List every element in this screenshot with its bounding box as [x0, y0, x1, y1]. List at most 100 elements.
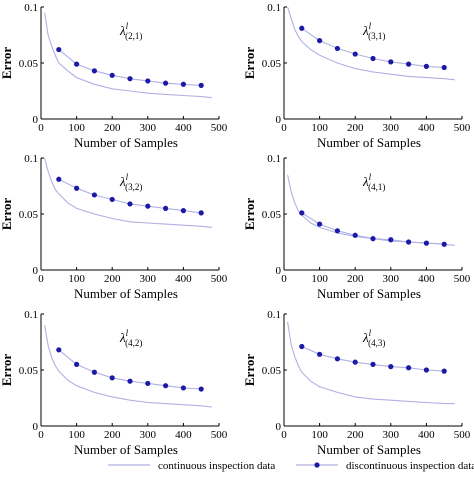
data-point-discontinuous: [74, 185, 80, 191]
x-tick-label: 0: [281, 429, 287, 441]
legend: continuous inspection data discontinuous…: [108, 460, 474, 472]
x-tick-label: 300: [383, 122, 400, 134]
legend-marker-discontinuous: [314, 462, 320, 468]
x-axis-label: Number of Samples: [317, 135, 421, 150]
series-line-continuous: [44, 157, 212, 228]
panel-title: λl (4,2): [119, 328, 142, 348]
data-point-discontinuous: [145, 380, 151, 387]
data-point-discontinuous: [317, 221, 323, 227]
data-point-discontinuous: [441, 368, 447, 374]
series-line-continuous: [287, 6, 455, 81]
data-point-discontinuous: [180, 208, 186, 214]
data-point-discontinuous: [109, 196, 115, 203]
data-point-discontinuous: [299, 210, 305, 216]
y-tick-label: 0: [276, 114, 282, 126]
data-point-discontinuous: [388, 237, 394, 243]
data-point-discontinuous: [198, 82, 204, 88]
chart-panel-4: 0 100 200 300 400 500 0 0.05 0.1 Number of Sample…: [242, 153, 471, 301]
x-tick-label: 0: [38, 273, 44, 285]
x-tick-label: 100: [68, 429, 85, 441]
y-axis-label: Error: [242, 354, 257, 386]
data-point-discontinuous: [180, 385, 186, 391]
data-point-discontinuous: [109, 72, 115, 78]
y-tick-label: 0.05: [19, 58, 39, 70]
y-tick-label: 0.1: [24, 309, 38, 321]
x-tick-label: 300: [383, 429, 400, 441]
x-tick-label: 100: [68, 122, 85, 134]
data-point-discontinuous: [91, 192, 97, 198]
x-tick-label: 100: [311, 273, 328, 285]
data-point-discontinuous: [388, 364, 394, 370]
data-point-discontinuous: [56, 46, 62, 53]
y-tick-label: 0.1: [267, 2, 281, 14]
y-tick-label: 0.05: [19, 365, 39, 377]
data-point-discontinuous: [127, 378, 133, 384]
data-point-discontinuous: [180, 81, 186, 87]
y-tick-label: 0: [276, 421, 282, 433]
data-point-discontinuous: [352, 232, 358, 238]
data-point-discontinuous: [370, 236, 376, 242]
data-point-discontinuous: [163, 80, 169, 86]
chart-panel-1: 0 100 200 300 400 500 0 0.05 0.1 Number of Sample…: [0, 2, 228, 150]
x-tick-label: 0: [281, 273, 287, 285]
x-tick-label: 500: [211, 429, 228, 441]
x-tick-label: 200: [104, 122, 121, 134]
y-tick-label: 0.1: [24, 153, 38, 165]
data-point-discontinuous: [370, 55, 376, 62]
x-tick-label: 500: [454, 122, 471, 134]
x-tick-label: 200: [347, 122, 364, 134]
data-point-discontinuous: [74, 61, 80, 67]
data-point-discontinuous: [423, 63, 429, 69]
x-axis-label: Number of Samples: [74, 286, 178, 301]
x-tick-label: 400: [175, 429, 192, 441]
data-point-discontinuous: [109, 375, 115, 381]
data-point-discontinuous: [406, 61, 412, 67]
legend-label-continuous: continuous inspection data: [158, 460, 275, 472]
data-point-discontinuous: [198, 386, 204, 392]
x-tick-label: 100: [68, 273, 85, 285]
x-tick-label: 100: [311, 122, 328, 134]
y-tick-label: 0.05: [19, 209, 39, 221]
x-axis-label: Number of Samples: [74, 135, 178, 150]
x-tick-label: 0: [38, 429, 44, 441]
data-point-discontinuous: [127, 76, 133, 82]
data-point-discontinuous: [198, 210, 204, 216]
panel-title: λl (4,1): [362, 172, 385, 192]
series-line-continuous: [287, 321, 455, 405]
x-tick-label: 200: [104, 429, 121, 441]
data-point-discontinuous: [299, 25, 305, 31]
y-tick-label: 0.1: [24, 2, 38, 14]
series-line-discontinuous: [301, 345, 445, 372]
x-tick-label: 500: [454, 273, 471, 285]
x-tick-label: 500: [454, 429, 471, 441]
data-point-discontinuous: [91, 68, 97, 74]
y-axis-label: Error: [0, 198, 14, 230]
y-tick-label: 0.05: [262, 365, 282, 377]
data-point-discontinuous: [163, 205, 169, 211]
x-tick-label: 200: [347, 273, 364, 285]
y-tick-label: 0.1: [267, 309, 281, 321]
data-point-discontinuous: [145, 78, 151, 84]
x-tick-label: 100: [311, 429, 328, 441]
chart-panel-5: 0 100 200 300 400 500 0 0.05 0.1 Number of Sample…: [0, 309, 228, 457]
data-point-discontinuous: [406, 365, 412, 371]
x-tick-label: 400: [418, 122, 435, 134]
data-point-discontinuous: [334, 228, 340, 234]
y-tick-label: 0.05: [262, 58, 282, 70]
x-tick-label: 300: [140, 429, 157, 441]
data-point-discontinuous: [56, 347, 62, 353]
data-point-discontinuous: [56, 176, 62, 182]
chart-panel-2: 0 100 200 300 400 500 0 0.05 0.1 Number of Sample…: [242, 2, 471, 150]
x-tick-label: 400: [175, 122, 192, 134]
data-point-discontinuous: [352, 359, 358, 365]
x-tick-label: 300: [140, 122, 157, 134]
y-axis-label: Error: [0, 354, 14, 386]
x-tick-label: 500: [211, 122, 228, 134]
x-tick-label: 0: [281, 122, 287, 134]
legend-label-discontinuous: discontinuous inspection data: [346, 460, 474, 472]
y-tick-label: 0: [33, 421, 39, 433]
panel-title: λl (3,1): [362, 21, 385, 41]
x-tick-label: 300: [383, 273, 400, 285]
panel-title: λl (3,2): [119, 172, 142, 192]
